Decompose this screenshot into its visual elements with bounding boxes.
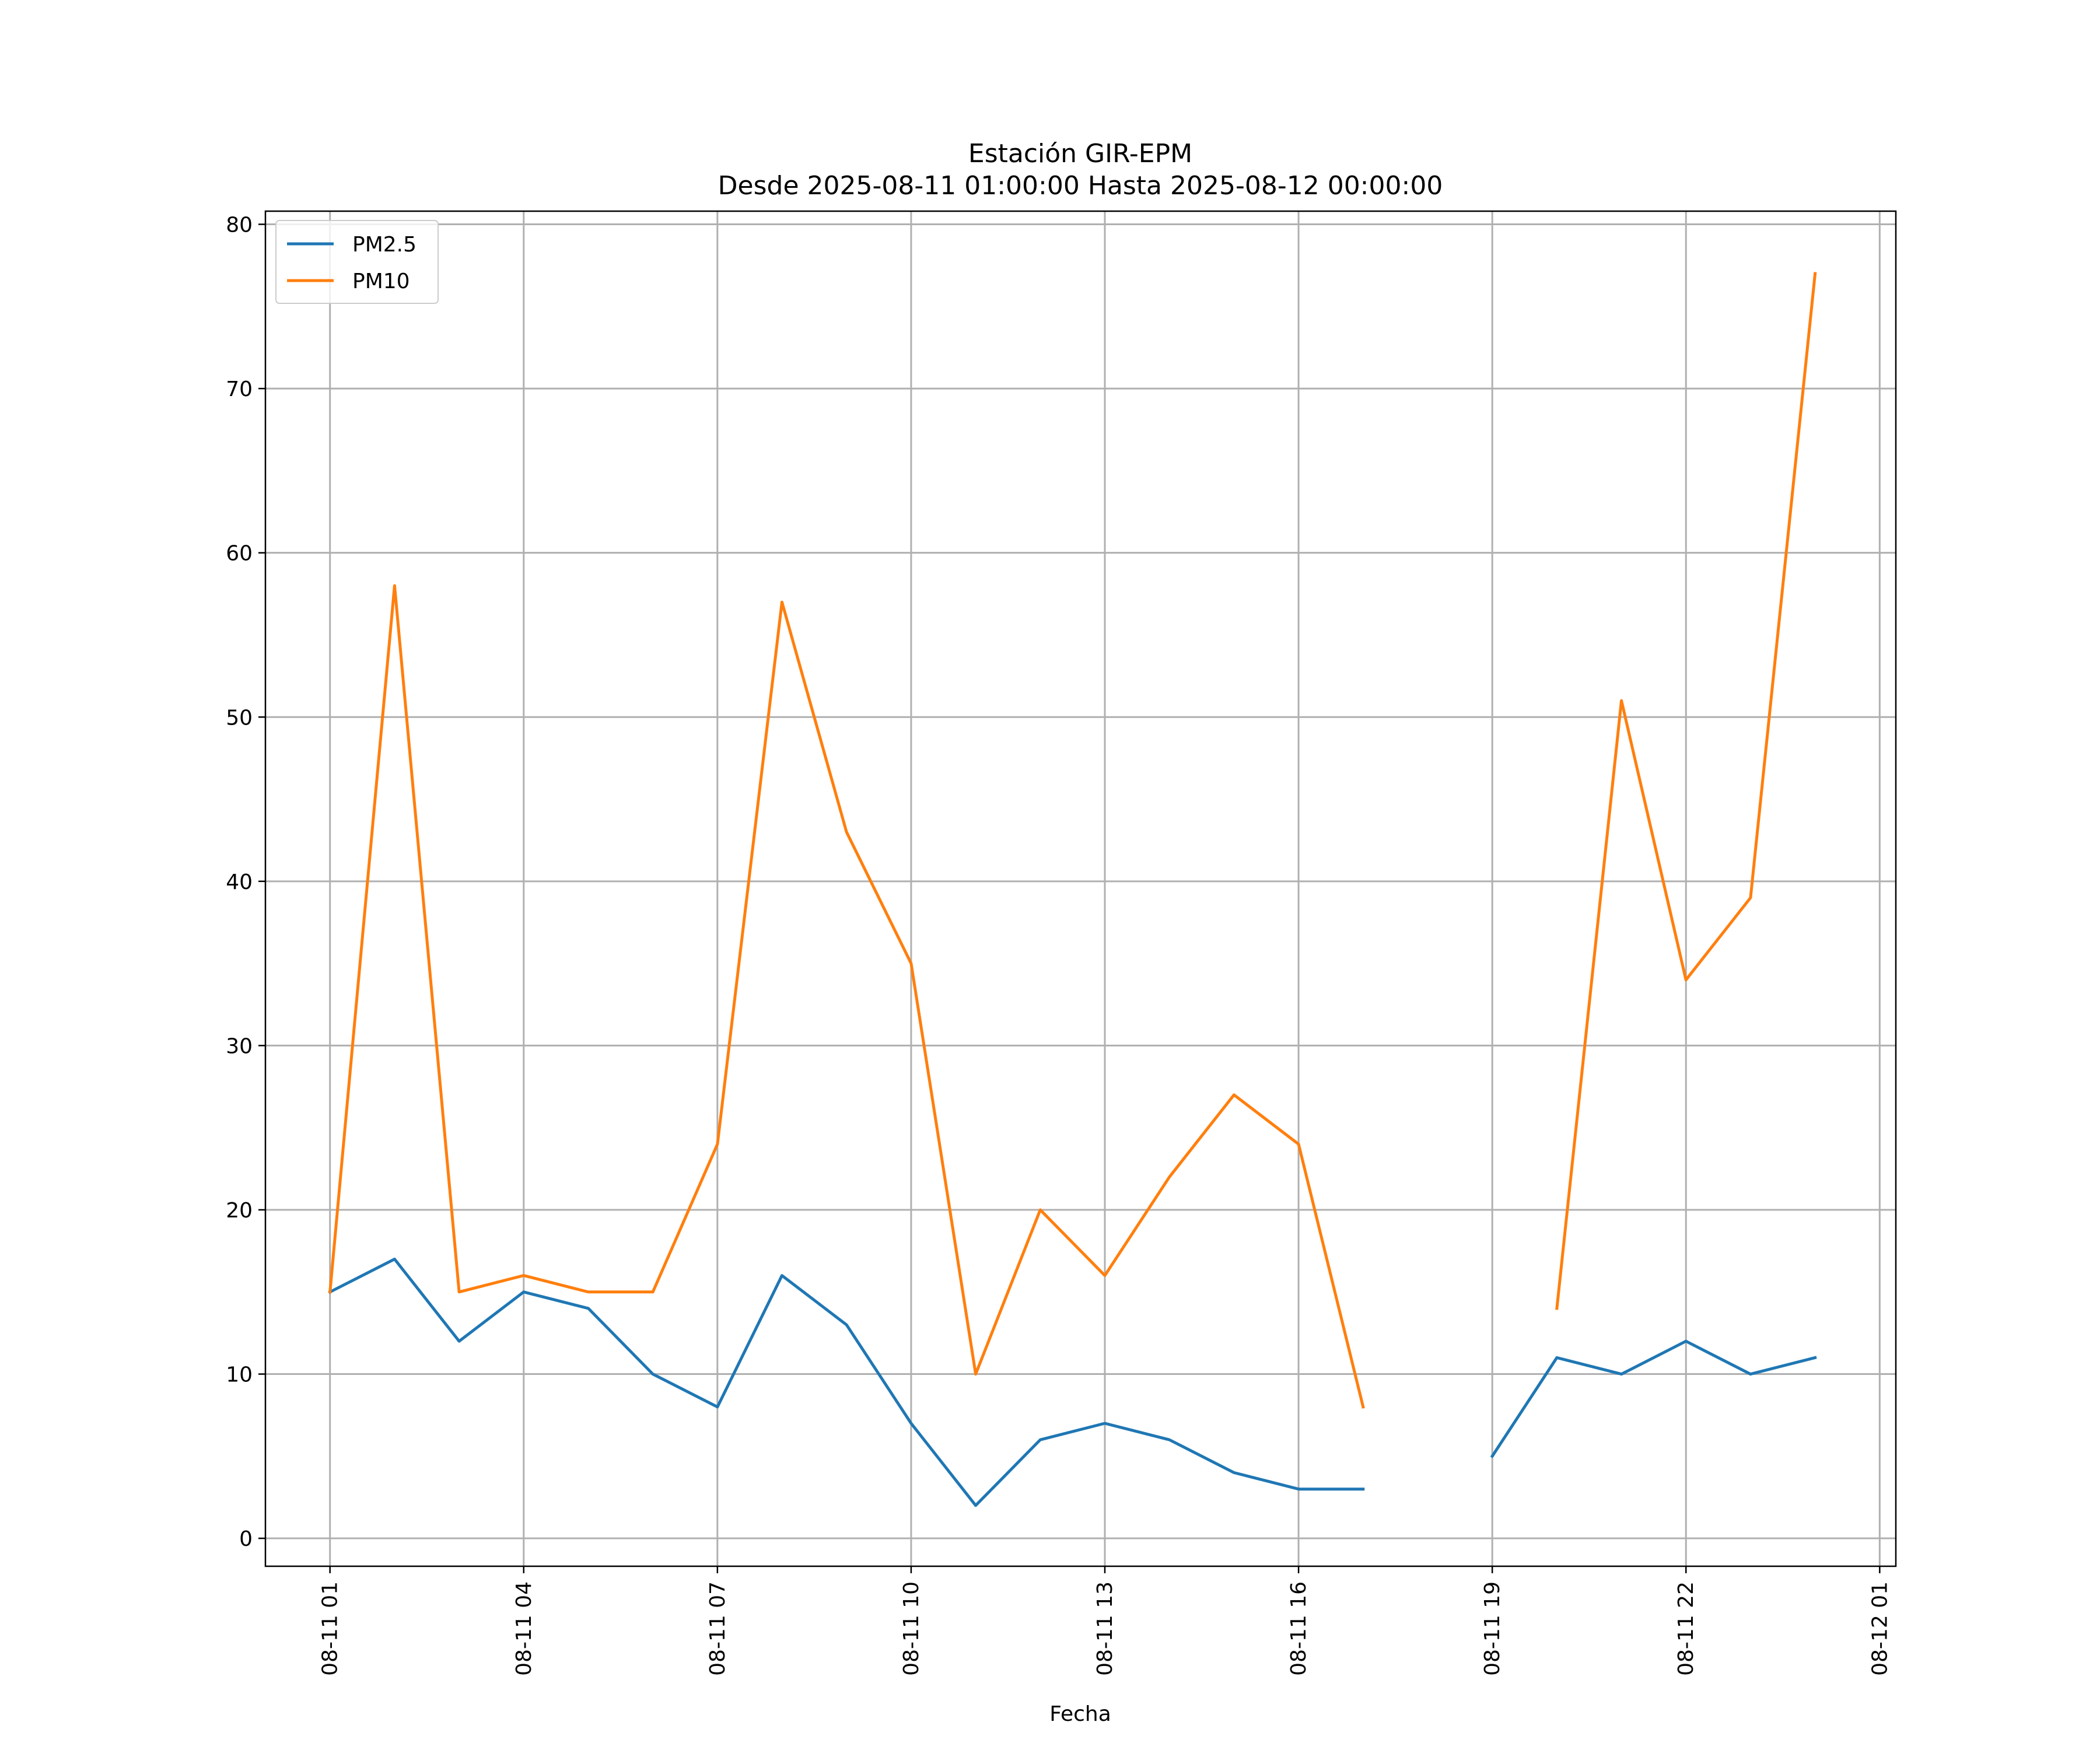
series-lines — [328, 272, 1817, 1507]
series-line-pm25 — [328, 1258, 1365, 1507]
y-tick-label: 80 — [226, 214, 253, 237]
legend: PM2.5 PM10 — [275, 220, 439, 304]
y-tick-label: 50 — [226, 706, 253, 730]
y-tick-label: 10 — [226, 1363, 253, 1387]
grid — [265, 211, 1896, 1566]
x-tick-label: 08-11 04 — [512, 1581, 536, 1676]
x-tick-label: 08-11 07 — [706, 1581, 730, 1676]
x-tick-label: 08-11 19 — [1480, 1581, 1504, 1676]
x-tick-label: 08-11 13 — [1093, 1581, 1117, 1676]
y-tick-label: 20 — [226, 1199, 253, 1223]
series-line-pm10 — [328, 584, 1365, 1409]
series-line-pm25 — [1490, 1339, 1817, 1458]
chart-subtitle: Desde 2025-08-11 01:00:00 Hasta 2025-08-… — [718, 171, 1443, 201]
plot-frame — [264, 210, 1897, 1567]
x-tick-label: 08-11 10 — [900, 1581, 923, 1676]
chart-title: Estación GIR-EPM — [968, 139, 1192, 169]
series-line-pm10 — [1555, 272, 1817, 1310]
legend-box — [275, 220, 439, 304]
x-tick-label: 08-11 01 — [318, 1581, 342, 1676]
x-tick-label: 08-11 22 — [1674, 1581, 1698, 1676]
x-tick-label: 08-12 01 — [1868, 1581, 1892, 1676]
y-tick-label: 70 — [226, 377, 253, 401]
legend-label-pm10: PM10 — [352, 270, 410, 293]
y-tick-label: 0 — [239, 1527, 253, 1551]
x-tick-label: 08-11 16 — [1287, 1581, 1311, 1676]
y-tick-label: 60 — [226, 542, 253, 566]
y-tick-label: 30 — [226, 1034, 253, 1058]
x-axis-label: Fecha — [1049, 1702, 1111, 1726]
y-tick-label: 40 — [226, 870, 253, 894]
ticks: 08-11 01 08-11 04 08-11 07 08-11 10 08-11 13… — [226, 214, 1892, 1676]
legend-label-pm25: PM2.5 — [352, 233, 416, 257]
